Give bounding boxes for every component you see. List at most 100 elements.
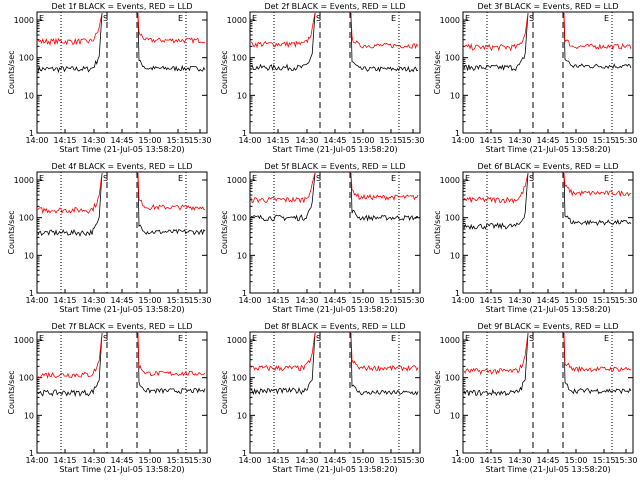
series-line-events-pre xyxy=(37,12,103,74)
y-tick-label: 100 xyxy=(19,214,34,223)
x-tick-label: 15:30 xyxy=(188,136,211,145)
event-marker-e: E xyxy=(39,334,44,343)
event-marker-e: E xyxy=(604,334,609,343)
series-line-events-pre xyxy=(250,172,316,222)
event-marker-s: S xyxy=(529,174,534,183)
chart-title: Det 1f BLACK = Events, RED = LLD xyxy=(51,2,192,11)
y-tick-label: 100 xyxy=(232,374,247,383)
y-tick-label: 1 xyxy=(242,449,247,458)
series-line-lld-post xyxy=(350,172,419,201)
y-axis-label: Counts/sec xyxy=(433,370,442,414)
chart-svg: Det 5f BLACK = Events, RED = LLD 1 10 100 10… xyxy=(220,162,425,314)
x-tick-label: 15:30 xyxy=(614,456,637,465)
chart-title: Det 8f BLACK = Events, RED = LLD xyxy=(264,322,405,331)
x-tick-label: 15:30 xyxy=(188,456,211,465)
x-axis-label: Start Time (21-Jul-05 13:58:20) xyxy=(59,465,184,474)
chart-panel-7: Det 7f BLACK = Events, RED = LLD 1 10 100 10… xyxy=(0,320,213,480)
series-line-lld-pre xyxy=(250,12,316,49)
x-tick-label: 14:00 xyxy=(451,456,474,465)
x-tick-label: 15:00 xyxy=(138,296,161,305)
y-axis-label: Counts/sec xyxy=(433,210,442,254)
y-tick-label: 1 xyxy=(29,449,34,458)
event-marker-e: E xyxy=(39,174,44,183)
x-tick-label: 14:30 xyxy=(508,296,531,305)
y-tick-label: 10 xyxy=(450,91,460,100)
series-line-events-pre xyxy=(37,172,103,237)
event-marker-e: E xyxy=(604,14,609,23)
chart-svg: Det 3f BLACK = Events, RED = LLD 1 10 100 10… xyxy=(433,2,638,154)
series-line-events-pre xyxy=(463,172,529,231)
x-axis-label: Start Time (21-Jul-05 13:58:20) xyxy=(485,305,610,314)
plot-frame xyxy=(249,171,421,294)
series-line-events-post xyxy=(137,172,206,236)
y-tick-label: 1 xyxy=(455,289,460,298)
chart-panel-6: Det 6f BLACK = Events, RED = LLD 1 10 100 10… xyxy=(426,160,639,320)
y-tick-label: 1000 xyxy=(440,16,460,25)
x-tick-label: 14:15 xyxy=(266,136,289,145)
x-tick-label: 15:00 xyxy=(351,456,374,465)
plot-frame xyxy=(462,11,634,134)
chart-panel-4: Det 4f BLACK = Events, RED = LLD 1 10 100 10… xyxy=(0,160,213,320)
x-tick-label: 14:00 xyxy=(238,136,261,145)
x-axis-label: Start Time (21-Jul-05 13:58:20) xyxy=(485,465,610,474)
x-tick-label: 15:30 xyxy=(401,456,424,465)
series-line-lld-pre xyxy=(250,172,316,204)
y-tick-label: 1 xyxy=(455,129,460,138)
y-axis-label: Counts/sec xyxy=(7,210,16,254)
y-tick-label: 10 xyxy=(237,91,247,100)
chart-svg: Det 4f BLACK = Events, RED = LLD 1 10 100 10… xyxy=(7,162,212,314)
x-tick-label: 14:45 xyxy=(536,456,559,465)
series-line-lld-pre xyxy=(37,172,103,215)
series-line-lld-post xyxy=(350,332,419,372)
x-tick-label: 15:15 xyxy=(166,296,189,305)
y-tick-label: 100 xyxy=(19,374,34,383)
y-tick-label: 1000 xyxy=(440,336,460,345)
x-tick-label: 15:15 xyxy=(592,456,615,465)
plot-frame xyxy=(36,11,208,134)
series-line-lld-post xyxy=(563,12,632,51)
series-line-lld-pre xyxy=(463,12,529,52)
event-marker-e: E xyxy=(604,174,609,183)
event-marker-e: E xyxy=(465,334,470,343)
series-line-events-post xyxy=(563,332,632,395)
series-line-lld-post xyxy=(137,332,206,377)
chart-panel-9: Det 9f BLACK = Events, RED = LLD 1 10 100 10… xyxy=(426,320,639,480)
chart-title: Det 2f BLACK = Events, RED = LLD xyxy=(264,2,405,11)
y-tick-label: 10 xyxy=(450,251,460,260)
x-tick-label: 14:00 xyxy=(451,296,474,305)
x-tick-label: 15:00 xyxy=(138,136,161,145)
x-tick-label: 15:00 xyxy=(138,456,161,465)
x-tick-label: 15:15 xyxy=(166,456,189,465)
event-marker-e: E xyxy=(391,174,396,183)
y-tick-label: 1000 xyxy=(14,176,34,185)
event-marker-e: E xyxy=(465,174,470,183)
y-tick-label: 1 xyxy=(455,449,460,458)
x-tick-label: 15:00 xyxy=(351,296,374,305)
x-tick-label: 15:30 xyxy=(188,296,211,305)
event-marker-s: S xyxy=(529,14,534,23)
x-tick-label: 14:45 xyxy=(110,456,133,465)
x-tick-label: 14:15 xyxy=(479,136,502,145)
series-line-events-post xyxy=(137,332,206,395)
x-tick-label: 14:15 xyxy=(479,456,502,465)
series-line-lld-pre xyxy=(37,332,103,379)
chart-svg: Det 6f BLACK = Events, RED = LLD 1 10 100 10… xyxy=(433,162,638,314)
y-tick-label: 100 xyxy=(232,214,247,223)
x-tick-label: 14:15 xyxy=(479,296,502,305)
x-tick-label: 15:30 xyxy=(614,136,637,145)
series-line-events-post xyxy=(563,172,632,226)
chart-panel-2: Det 2f BLACK = Events, RED = LLD 1 10 100 10… xyxy=(213,0,426,160)
x-tick-label: 14:15 xyxy=(266,456,289,465)
event-marker-e: E xyxy=(178,14,183,23)
y-tick-label: 10 xyxy=(237,411,247,420)
y-axis-label: Counts/sec xyxy=(433,50,442,94)
y-tick-label: 1 xyxy=(29,289,34,298)
series-line-events-pre xyxy=(463,12,529,72)
x-tick-label: 14:30 xyxy=(295,296,318,305)
chart-panel-5: Det 5f BLACK = Events, RED = LLD 1 10 100 10… xyxy=(213,160,426,320)
plot-frame xyxy=(462,171,634,294)
chart-svg: Det 7f BLACK = Events, RED = LLD 1 10 100 10… xyxy=(7,322,212,474)
chart-title: Det 9f BLACK = Events, RED = LLD xyxy=(477,322,618,331)
plot-frame xyxy=(249,11,421,134)
series-line-lld-post xyxy=(137,172,206,211)
